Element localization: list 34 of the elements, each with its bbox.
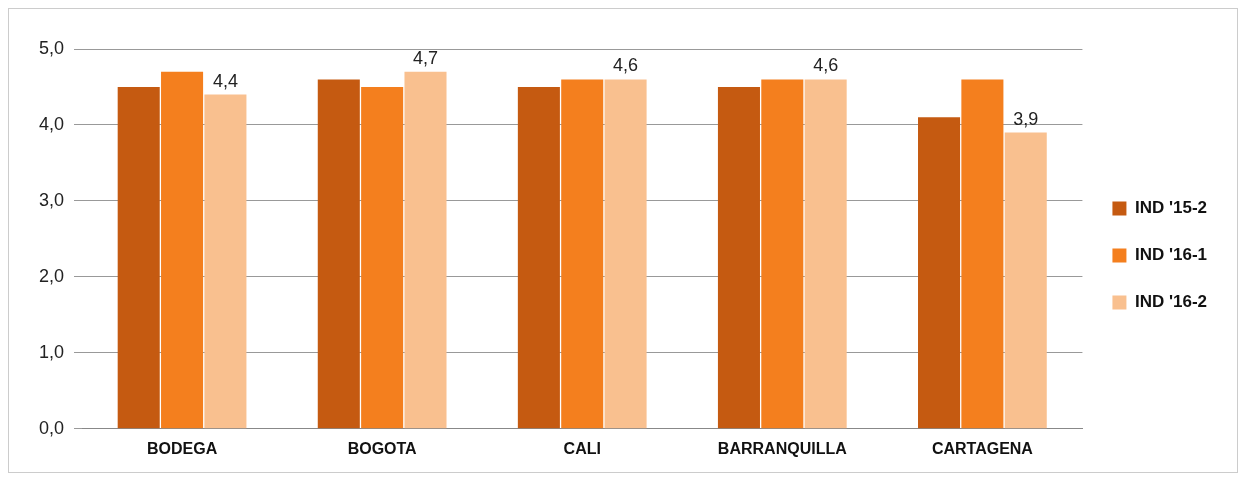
- bar: [717, 86, 760, 429]
- bar: [804, 79, 847, 429]
- legend-label: IND '16-2: [1134, 292, 1208, 312]
- y-tick-label: 1,0: [38, 341, 65, 362]
- x-tick-label: CALI: [563, 439, 601, 457]
- legend-label: IND '16-1: [1134, 245, 1208, 265]
- bar: [961, 79, 1004, 429]
- bar: [404, 71, 447, 429]
- y-tick-label: 2,0: [38, 265, 65, 286]
- y-tick-label: 4,0: [38, 113, 65, 134]
- bar: [561, 79, 604, 429]
- x-tick-label: BARRANQUILLA: [717, 439, 848, 457]
- data-label: 4,7: [412, 47, 439, 68]
- bar: [1004, 132, 1047, 429]
- bar: [918, 117, 961, 429]
- x-tick-label: BOGOTA: [347, 439, 418, 457]
- bar: [117, 86, 160, 429]
- data-label: 3,9: [1013, 108, 1039, 129]
- bar: [161, 71, 204, 429]
- bar: [761, 79, 804, 429]
- legend-label: IND '15-2: [1134, 198, 1208, 218]
- y-tick-label: 0,0: [38, 417, 65, 438]
- x-tick-label: CARTAGENA: [931, 439, 1034, 457]
- bar: [517, 86, 560, 429]
- bar: [604, 79, 647, 429]
- bar: [317, 79, 360, 429]
- x-tick-label: BODEGA: [146, 439, 218, 457]
- y-tick-label: 5,0: [38, 37, 65, 58]
- data-label: 4,6: [613, 55, 639, 76]
- y-tick-label: 3,0: [38, 189, 65, 210]
- data-label: 4,4: [212, 70, 238, 91]
- bar: [204, 94, 247, 429]
- bar: [361, 86, 404, 429]
- data-label: 4,6: [813, 55, 839, 76]
